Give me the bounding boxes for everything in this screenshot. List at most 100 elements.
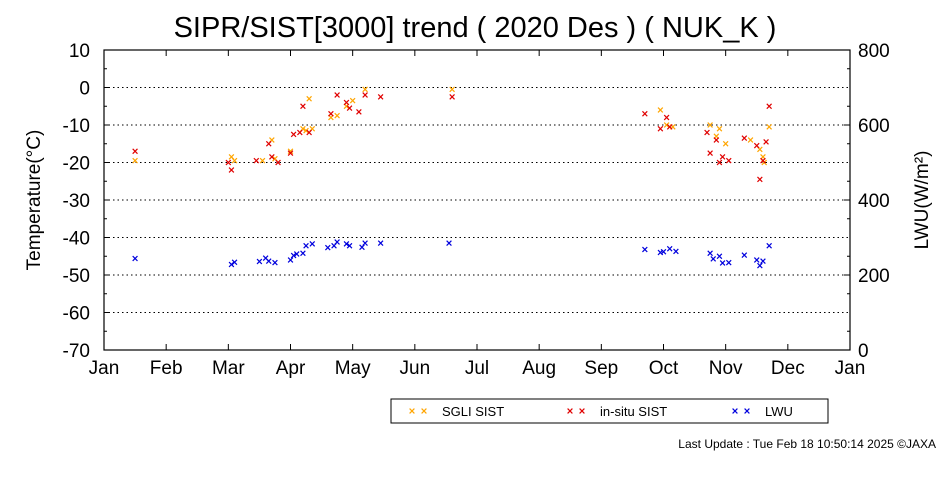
- marker-stroke: [713, 137, 720, 143]
- marker-stroke: [231, 259, 238, 266]
- y-tick-label: 10: [69, 41, 90, 62]
- marker-stroke: [356, 109, 362, 115]
- marker-stroke: [259, 157, 266, 164]
- point-lwu: [446, 240, 452, 246]
- point-lwu: [660, 248, 667, 255]
- marker-stroke: [228, 154, 235, 160]
- x-tick-label: Feb: [150, 358, 183, 379]
- plot-frame: [103, 49, 851, 351]
- point-lwu: [362, 240, 368, 246]
- point-in-situ-sist: [725, 157, 732, 164]
- marker-stroke: [287, 148, 294, 155]
- marker-stroke: [303, 242, 309, 249]
- marker-stroke: [741, 252, 748, 258]
- legend-label-sgli-sist: SGLI SIST: [442, 404, 504, 419]
- point-in-situ-sist: [334, 92, 340, 98]
- marker-stroke: [449, 94, 455, 100]
- marker-stroke: [567, 408, 573, 414]
- marker-stroke: [710, 256, 717, 262]
- point-in-situ-sist: [290, 131, 297, 138]
- marker-stroke: [757, 176, 763, 183]
- x-tick-label: Jan: [835, 358, 866, 379]
- marker-stroke: [657, 107, 664, 113]
- point-in-situ-sist: [642, 110, 648, 117]
- marker-stroke: [579, 408, 585, 414]
- marker-stroke: [763, 139, 769, 145]
- marker-stroke: [300, 103, 306, 110]
- marker-stroke: [663, 114, 670, 121]
- marker-stroke: [449, 86, 455, 93]
- marker-stroke: [287, 150, 294, 156]
- axes: 100-10-20-30-40-50-60-708006004002000Jan…: [63, 41, 890, 379]
- marker-stroke: [377, 94, 384, 100]
- point-sgli-sist: [334, 112, 340, 119]
- point-lwu: [377, 240, 384, 246]
- point-in-situ-sist: [306, 129, 312, 136]
- x-tick-label: May: [335, 358, 371, 379]
- marker-stroke: [753, 257, 760, 263]
- point-lwu: [290, 252, 297, 259]
- point-sgli-sist: [362, 86, 368, 93]
- point-sgli-sist: [766, 124, 773, 130]
- point-lwu: [710, 256, 717, 262]
- x-tick-label: Apr: [276, 358, 306, 379]
- data-marks: [132, 86, 773, 269]
- point-lwu: [272, 259, 278, 266]
- x-tick-label: Jan: [89, 358, 120, 379]
- point-sgli-sist: [663, 122, 670, 128]
- marker-stroke: [747, 137, 754, 143]
- y2-tick-label: 400: [858, 191, 890, 212]
- marker-stroke: [253, 157, 260, 164]
- marker-stroke: [725, 157, 732, 164]
- marker-stroke: [306, 129, 312, 136]
- marker-stroke: [766, 103, 773, 110]
- marker-stroke: [766, 124, 773, 130]
- point-in-situ-sist: [760, 157, 766, 164]
- point-sgli-sist: [716, 125, 723, 132]
- point-lwu: [309, 241, 316, 247]
- marker-stroke: [300, 250, 306, 257]
- point-in-situ-sist: [741, 135, 748, 141]
- point-in-situ-sist: [377, 94, 384, 100]
- y-tick-label: -70: [63, 341, 90, 362]
- point-lwu: [346, 242, 353, 249]
- legend-marker-lwu: [732, 408, 738, 414]
- point-in-situ-sist: [265, 140, 272, 147]
- point-in-situ-sist: [287, 150, 294, 156]
- y-tick-label: -50: [63, 266, 90, 287]
- marker-stroke: [262, 255, 269, 261]
- marker-stroke: [642, 110, 648, 117]
- marker-stroke: [409, 408, 415, 414]
- point-lwu: [132, 255, 138, 262]
- point-lwu: [228, 261, 235, 268]
- marker-stroke: [766, 242, 773, 249]
- x-tick-label: Jun: [400, 358, 431, 379]
- point-sgli-sist: [303, 127, 309, 134]
- marker-stroke: [334, 112, 340, 119]
- point-in-situ-sist: [343, 99, 350, 106]
- last-update-text: Last Update : Tue Feb 18 10:50:14 2025: [678, 437, 894, 451]
- point-lwu: [766, 242, 773, 249]
- point-in-situ-sist: [657, 125, 664, 132]
- y2-tick-label: 0: [858, 341, 869, 362]
- point-lwu: [256, 258, 263, 265]
- marker-stroke: [228, 167, 235, 173]
- marker-stroke: [343, 241, 350, 247]
- point-in-situ-sist: [328, 110, 334, 117]
- point-lwu: [359, 244, 365, 251]
- y-tick-label: -40: [63, 229, 90, 250]
- point-lwu: [343, 241, 350, 247]
- marker-stroke: [757, 146, 763, 153]
- point-lwu: [760, 258, 766, 264]
- marker-stroke: [343, 99, 350, 106]
- point-sgli-sist: [287, 148, 294, 155]
- point-in-situ-sist: [269, 154, 275, 160]
- point-in-situ-sist: [132, 148, 138, 155]
- marker-stroke: [309, 241, 316, 247]
- point-lwu: [293, 251, 300, 257]
- x-tick-label: Jul: [465, 358, 489, 379]
- y2-tick-label: 200: [858, 266, 890, 287]
- point-sgli-sist: [306, 95, 312, 102]
- footer-text: Last Update : Tue Feb 18 10:50:14 2025 ©…: [678, 437, 936, 451]
